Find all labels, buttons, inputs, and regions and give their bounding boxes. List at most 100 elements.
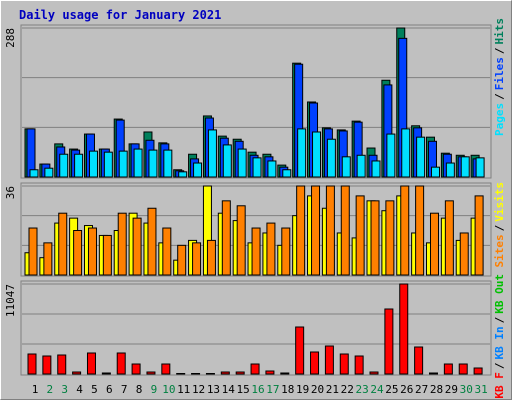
bar xyxy=(162,227,172,276)
bar xyxy=(250,363,260,375)
bar xyxy=(414,346,424,375)
x-tick-label: 10 xyxy=(162,383,175,396)
legend-entry: KB F xyxy=(493,372,506,399)
x-tick-label: 17 xyxy=(266,383,279,396)
bar xyxy=(73,230,83,276)
bar xyxy=(370,200,380,276)
legend-entry: Files xyxy=(493,57,506,90)
x-tick-label: 29 xyxy=(445,383,458,396)
bar xyxy=(386,133,396,178)
x-tick-label: 2 xyxy=(47,383,54,396)
bar xyxy=(267,160,277,178)
bar xyxy=(474,195,484,276)
legend-entry: KB In xyxy=(493,326,506,359)
bar xyxy=(88,150,98,178)
x-tick-label: 16 xyxy=(251,383,264,396)
bar xyxy=(147,207,157,276)
legend: Sites / Visits xyxy=(493,182,506,268)
legend-separator: / xyxy=(493,362,506,369)
bar xyxy=(59,153,69,178)
bar xyxy=(221,200,231,276)
bar xyxy=(295,326,305,375)
bar xyxy=(459,232,469,276)
bar xyxy=(161,363,171,375)
bar xyxy=(58,212,68,276)
bar xyxy=(265,370,275,375)
legend: KB F / KB In / KB Out xyxy=(493,274,506,399)
x-tick-label: 31 xyxy=(474,383,487,396)
bar xyxy=(310,351,320,375)
bar xyxy=(57,354,67,375)
bar xyxy=(87,227,97,276)
bar xyxy=(369,371,379,375)
legend-entry: Visits xyxy=(493,182,506,222)
bar xyxy=(384,308,394,375)
x-tick-label: 19 xyxy=(296,383,309,396)
bar xyxy=(429,212,439,276)
bar xyxy=(44,167,54,178)
bar xyxy=(236,205,246,276)
bar xyxy=(282,169,292,178)
bar xyxy=(339,353,349,375)
bar xyxy=(312,131,322,178)
bar xyxy=(252,157,262,178)
chart-title: Daily usage for January 2021 xyxy=(19,8,221,22)
legend-entry: Hits xyxy=(493,18,506,45)
bar xyxy=(148,149,158,178)
bar xyxy=(324,345,334,375)
bar xyxy=(443,363,453,375)
bar xyxy=(354,355,364,375)
bar xyxy=(117,212,127,276)
x-tick-label: 5 xyxy=(91,383,98,396)
x-tick-label: 14 xyxy=(222,383,236,396)
bar xyxy=(460,156,470,178)
bar xyxy=(326,138,336,178)
x-tick-label: 15 xyxy=(237,383,250,396)
bar xyxy=(27,353,37,375)
bar xyxy=(341,156,351,178)
x-tick-label: 26 xyxy=(400,383,413,396)
legend-entry: Pages xyxy=(493,103,506,136)
bar xyxy=(163,149,173,178)
x-tick-label: 20 xyxy=(311,383,324,396)
bar xyxy=(118,150,128,178)
x-tick-label: 27 xyxy=(415,383,428,396)
bar xyxy=(74,153,84,178)
bar xyxy=(86,352,96,375)
bar xyxy=(222,144,232,178)
bar xyxy=(193,162,203,178)
x-tick-label: 7 xyxy=(121,383,128,396)
panel-frame xyxy=(20,280,492,376)
legend: Pages / Files / Hits xyxy=(493,18,506,136)
legend-entry: Sites xyxy=(493,234,506,267)
bar xyxy=(296,185,306,276)
x-tick-label: 3 xyxy=(61,383,68,396)
bar xyxy=(355,195,365,276)
y-max-label: 288 xyxy=(4,28,17,48)
x-tick-label: 11 xyxy=(177,383,190,396)
x-tick-label: 9 xyxy=(151,383,158,396)
x-tick-label: 28 xyxy=(430,383,443,396)
bar xyxy=(177,244,187,276)
bar xyxy=(102,234,112,276)
bar xyxy=(385,200,395,276)
legend-separator: / xyxy=(493,316,506,323)
x-tick-label: 22 xyxy=(341,383,354,396)
bar xyxy=(400,185,410,276)
bar xyxy=(458,363,468,375)
bar xyxy=(178,171,188,178)
bar xyxy=(116,352,126,375)
bar xyxy=(192,242,202,276)
y-max-label: 36 xyxy=(4,186,17,199)
legend-entry: KB Out xyxy=(493,274,506,314)
bar xyxy=(416,136,426,178)
x-tick-label: 18 xyxy=(281,383,294,396)
bar xyxy=(43,242,53,276)
bar xyxy=(72,371,82,375)
x-tick-label: 6 xyxy=(106,383,113,396)
bar xyxy=(297,128,307,178)
bar xyxy=(237,148,247,178)
bar xyxy=(445,162,455,178)
